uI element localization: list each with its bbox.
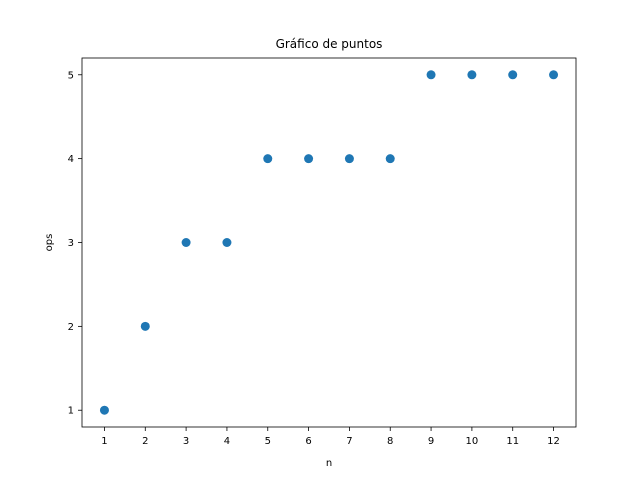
x-tick-label: 7 [346,436,352,447]
x-tick-label: 3 [183,436,189,447]
y-tick-label: 1 [68,406,74,417]
x-axis-label: n [326,458,332,469]
x-tick-label: 11 [506,436,519,447]
x-tick-label: 2 [142,436,148,447]
data-point [263,154,273,164]
y-tick-label: 3 [68,238,74,249]
x-tick-label: 9 [428,436,434,447]
x-tick-label: 12 [547,436,560,447]
x-tick-label: 8 [387,436,393,447]
data-point [181,238,191,247]
data-point [140,321,150,331]
chart-title: Gráfico de puntos [276,37,383,51]
x-tick-label: 4 [224,436,230,447]
data-point [426,70,436,80]
y-tick-label: 4 [68,154,74,165]
x-tick-label: 1 [101,436,107,447]
data-point [222,238,232,247]
y-tick-label: 2 [68,322,74,333]
y-axis-ticks: 1 2 3 4 5 [68,70,82,417]
data-point [508,70,518,80]
x-tick-label: 5 [265,436,271,447]
x-tick-label: 10 [466,436,479,447]
x-tick-label: 6 [305,436,311,447]
x-axis-ticks: 1 2 3 4 5 6 7 8 9 10 11 12 [101,427,560,447]
data-point [467,70,477,80]
data-points [99,70,559,415]
data-point [99,405,109,415]
y-axis-label: ops [44,234,55,252]
data-point [344,154,354,164]
data-point [304,154,314,164]
data-point [549,70,559,80]
data-point [385,154,395,164]
y-tick-label: 5 [68,70,74,81]
axes-frame [81,57,577,428]
